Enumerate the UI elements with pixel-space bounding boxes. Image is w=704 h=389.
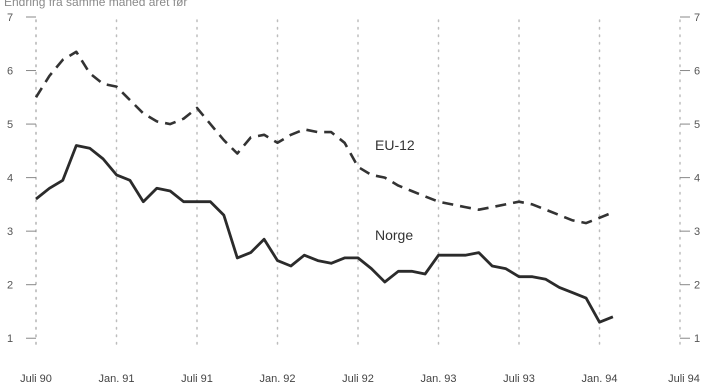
y-tick-label-left: 3 xyxy=(7,226,13,238)
x-tick-label: Jan. 94 xyxy=(581,373,617,385)
series-line-eu-12 xyxy=(34,50,614,225)
series-line-norge xyxy=(35,144,614,324)
series-lines xyxy=(34,50,614,324)
x-tick-label: Juli 91 xyxy=(181,373,213,385)
chart-subtitle: Endring fra samme måned året før xyxy=(4,0,187,9)
y-tick-label-left: 5 xyxy=(7,119,13,131)
x-tick-label: Jan. 93 xyxy=(420,373,456,385)
series-label: Norge xyxy=(375,227,413,243)
y-tick-label-left: 4 xyxy=(7,173,13,185)
y-tick-label-left: 1 xyxy=(7,333,13,345)
x-tick-label: Juli 90 xyxy=(20,373,52,385)
x-tick-label: Juli 92 xyxy=(342,373,374,385)
axes xyxy=(26,16,690,349)
y-tick-label-right: 3 xyxy=(694,226,700,238)
grid-lines xyxy=(35,19,601,349)
x-tick-label: Juli 93 xyxy=(503,373,535,385)
y-tick-label-right: 2 xyxy=(694,280,700,292)
y-tick-label-right: 5 xyxy=(694,119,700,131)
y-tick-label-right: 4 xyxy=(694,173,700,185)
x-tick-label: Jan. 92 xyxy=(259,373,295,385)
series-label: EU-12 xyxy=(375,137,415,153)
y-tick-label-left: 2 xyxy=(7,280,13,292)
x-tick-label: Jan. 91 xyxy=(98,373,134,385)
y-tick-label-left: 7 xyxy=(7,12,13,24)
y-tick-label-right: 6 xyxy=(694,66,700,78)
y-tick-label-right: 7 xyxy=(694,12,700,24)
y-tick-label-right: 1 xyxy=(694,333,700,345)
y-tick-label-left: 6 xyxy=(7,66,13,78)
labels: Juli 90 Jan. 91 Juli 91 Jan. 92 Juli 92 Jan. … xyxy=(7,12,700,385)
x-tick-label: Juli 94 xyxy=(668,373,700,385)
